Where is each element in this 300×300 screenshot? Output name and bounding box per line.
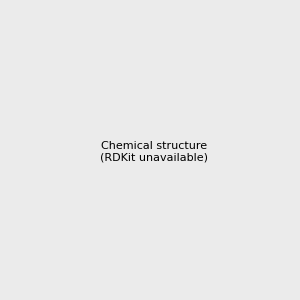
Text: Chemical structure
(RDKit unavailable): Chemical structure (RDKit unavailable) [100,141,208,162]
